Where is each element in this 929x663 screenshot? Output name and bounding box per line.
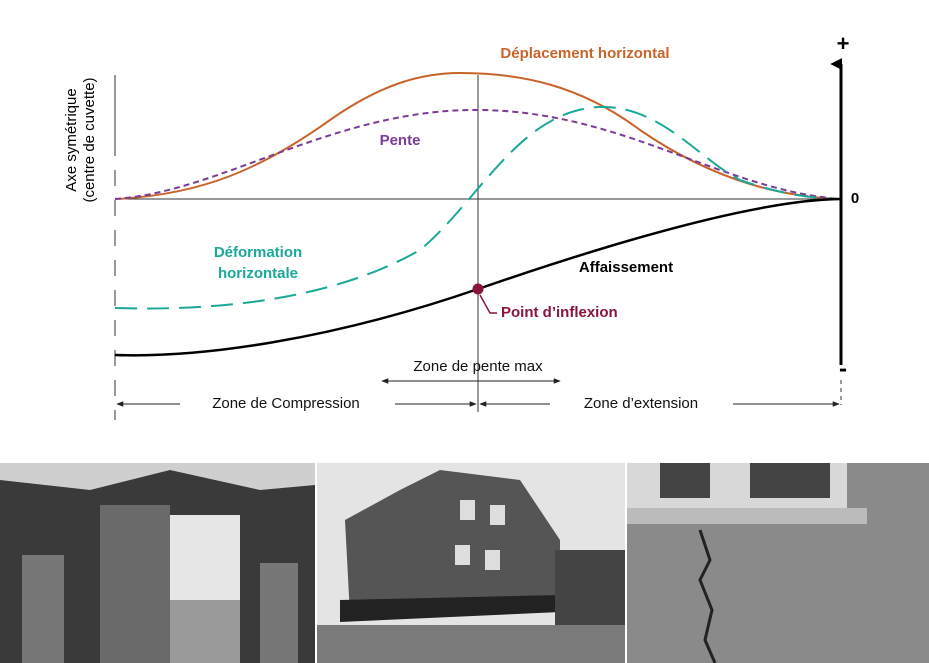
zero-label: 0 xyxy=(851,190,859,207)
slope-label: Pente xyxy=(380,132,421,149)
photo-gate xyxy=(0,463,315,663)
strain-label: Déformation xyxy=(214,244,302,261)
strain-curve xyxy=(114,105,841,310)
extension-label: Zone d’extension xyxy=(584,395,698,412)
photo-wall xyxy=(627,463,929,663)
inflection-dot xyxy=(472,283,484,295)
compression-label: Zone de Compression xyxy=(212,395,360,412)
inflection-label: Point d’inflexion xyxy=(501,304,618,321)
displacement-label: Déplacement horizontal xyxy=(500,45,669,62)
displacement-curve xyxy=(114,71,841,200)
slope-curve xyxy=(114,108,841,200)
axis-label-line: Axe symétrique xyxy=(63,88,80,191)
subsidence-label: Affaissement xyxy=(579,259,673,276)
minus-label: - xyxy=(839,355,847,382)
strain-label: horizontale xyxy=(218,265,298,282)
axis-label-line: (centre de cuvette) xyxy=(81,77,98,202)
inflection-pointer xyxy=(479,294,497,314)
plus-label: + xyxy=(837,31,850,56)
max-slope-label: Zone de pente max xyxy=(413,358,543,375)
photo-house xyxy=(317,463,625,663)
axis-label: Axe symétrique (centre de cuvette) xyxy=(63,77,98,202)
